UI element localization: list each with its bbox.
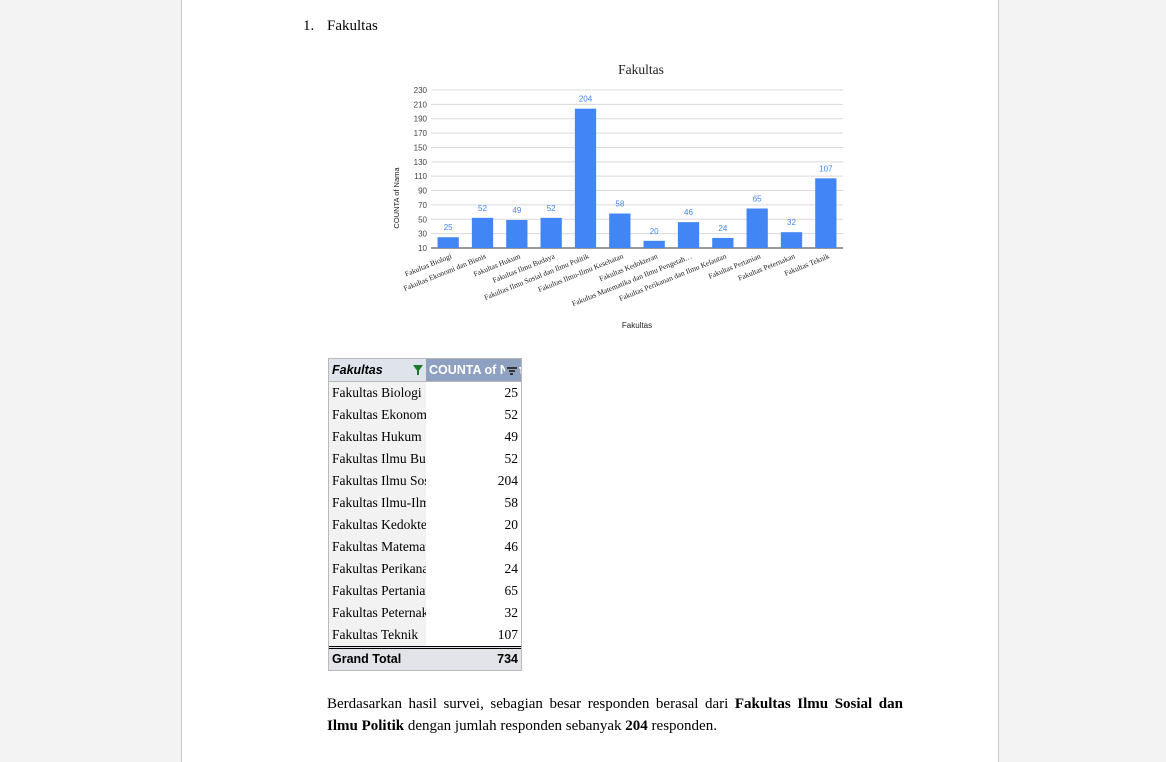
paragraph-bold-faculty: Fakultas Ilmu Sosial dan Ilmu Politik	[327, 696, 903, 734]
y-tick-label: 10	[418, 244, 427, 253]
bar	[643, 240, 665, 248]
bar	[712, 237, 734, 248]
pivot-row-value: 58	[504, 495, 519, 510]
data-label: 52	[478, 204, 487, 213]
pivot-row-value: 65	[504, 583, 519, 598]
pivot-header-right-label: COUNTA of Nama	[429, 363, 521, 377]
y-tick-label: 230	[414, 86, 428, 95]
y-tick-label: 150	[414, 143, 428, 152]
bar-chart: Fakultas 10 30 50 70 90 110 130 150 170 190 210 230 C…	[182, 0, 998, 340]
data-label: 52	[547, 204, 556, 213]
pivot-table[interactable]: Fakultas COUNTA of Nama Fakultas Biologi…	[328, 358, 522, 671]
data-label: 65	[753, 195, 762, 204]
pivot-row-value: 49	[504, 429, 519, 444]
y-tick-label: 170	[414, 129, 428, 138]
data-label: 46	[684, 208, 693, 217]
y-tick-label: 50	[418, 215, 427, 224]
pivot-row-value: 107	[497, 627, 518, 642]
paragraph-bold-count: 204	[625, 718, 648, 734]
pivot-row-value: 52	[504, 451, 519, 466]
pivot-row-name: Fakultas Ekonomi dan Bisnis	[329, 404, 426, 426]
paragraph-text: responden.	[647, 718, 717, 734]
pivot-row[interactable]: Fakultas Pertanian 65	[329, 580, 521, 602]
data-label: 24	[718, 224, 727, 233]
pivot-row-value: 25	[504, 385, 519, 400]
pivot-row-name: Fakultas Teknik	[329, 624, 426, 646]
pivot-row-name: Fakultas Ilmu-Ilmu Kesehatan	[329, 492, 426, 514]
pivot-row-name: Fakultas Biologi	[329, 382, 426, 404]
sort-icon[interactable]	[505, 363, 519, 377]
pivot-row-name: Fakultas Ilmu Budaya	[329, 448, 426, 470]
chart-svg: Fakultas 10 30 50 70 90 110 130 150 170 190 210 230 C…	[392, 62, 843, 330]
pivot-row[interactable]: Fakultas Ilmu Sosial dan Ilmu Politik 204	[329, 470, 521, 492]
pivot-rows: Fakultas Biologi 25 Fakultas Ekonomi dan B…	[329, 382, 521, 646]
pivot-row[interactable]: Fakultas Ilmu-Ilmu Kesehatan 58	[329, 492, 521, 514]
bar	[677, 222, 700, 248]
paragraph-text: Berdasarkan hasil survei, sebagian besar…	[327, 696, 735, 712]
pivot-header-count[interactable]: COUNTA of Nama	[426, 359, 521, 381]
pivot-row-value: 24	[504, 561, 519, 576]
data-label: 204	[579, 95, 593, 104]
bar	[506, 219, 528, 248]
pivot-header-left-label: Fakultas	[332, 363, 383, 377]
x-axis-label: Fakultas	[622, 321, 652, 330]
pivot-row-name: Fakultas Pertanian	[329, 580, 426, 602]
summary-paragraph: Berdasarkan hasil survei, sebagian besar…	[327, 693, 903, 737]
y-tick-label: 30	[418, 230, 427, 239]
pivot-row[interactable]: Fakultas Teknik 107	[329, 624, 521, 646]
y-tick-label: 90	[418, 187, 427, 196]
bar	[471, 217, 494, 248]
grand-total-row: Grand Total 734	[329, 646, 521, 670]
pivot-row[interactable]: Fakultas Matematika dan Ilmu Pengetahuan…	[329, 536, 521, 558]
y-tick-label: 210	[414, 100, 428, 109]
filter-icon[interactable]	[413, 365, 423, 375]
data-label: 58	[615, 200, 624, 209]
pivot-row[interactable]: Fakultas Peternakan 32	[329, 602, 521, 624]
y-tick-label: 190	[414, 115, 428, 124]
data-label: 20	[650, 227, 659, 236]
pivot-row-value: 20	[504, 517, 519, 532]
bar	[540, 217, 562, 248]
pivot-row-value: 204	[497, 473, 518, 488]
grand-total-label: Grand Total	[329, 649, 426, 670]
data-label: 32	[787, 218, 796, 227]
y-tick-label: 110	[414, 172, 427, 181]
data-label: 107	[819, 164, 833, 173]
list-number: 1.	[303, 18, 315, 34]
pivot-row[interactable]: Fakultas Perikanan dan Ilmu Kelautan 24	[329, 558, 521, 580]
pivot-row[interactable]: Fakultas Ekonomi dan Bisnis 52	[329, 404, 521, 426]
pivot-row-name: Fakultas Hukum	[329, 426, 426, 448]
bar	[746, 208, 768, 248]
pivot-row-name: Fakultas Peternakan	[329, 602, 426, 624]
bar	[609, 213, 631, 248]
pivot-row[interactable]: Fakultas Biologi 25	[329, 382, 521, 404]
document-page: 1. Fakultas Fakultas 10 30 50 70 90 110 130 150 17…	[181, 0, 999, 762]
paragraph-text: dengan jumlah responden sebanyak	[404, 718, 626, 734]
pivot-row-name: Fakultas Kedokteran	[329, 514, 426, 536]
pivot-header-fakultas[interactable]: Fakultas	[329, 359, 426, 381]
pivot-row-value: 32	[504, 605, 519, 620]
bar	[815, 178, 837, 248]
y-tick-label: 130	[414, 158, 428, 167]
data-label: 49	[512, 206, 521, 215]
pivot-row[interactable]: Fakultas Ilmu Budaya 52	[329, 448, 521, 470]
pivot-row-value: 52	[504, 407, 519, 422]
bar	[574, 108, 597, 248]
heading-text: Fakultas	[327, 18, 378, 34]
y-tick-label: 70	[418, 201, 427, 210]
pivot-row-name: Fakultas Perikanan dan Ilmu Kelautan	[329, 558, 426, 580]
grand-total-value: 734	[497, 652, 518, 666]
bar	[437, 237, 459, 248]
bar	[780, 232, 803, 248]
pivot-row[interactable]: Fakultas Kedokteran 20	[329, 514, 521, 536]
pivot-header: Fakultas COUNTA of Nama	[329, 359, 521, 382]
section-heading: 1. Fakultas	[303, 18, 378, 35]
pivot-row-name: Fakultas Ilmu Sosial dan Ilmu Politik	[329, 470, 426, 492]
data-label: 25	[444, 223, 453, 232]
pivot-row-value: 46	[504, 539, 519, 554]
pivot-row[interactable]: Fakultas Hukum 49	[329, 426, 521, 448]
pivot-row-name: Fakultas Matematika dan Ilmu Pengetahuan…	[329, 536, 426, 558]
y-axis-label: COUNTA of Nama	[392, 167, 401, 229]
chart-title: Fakultas	[618, 62, 664, 77]
